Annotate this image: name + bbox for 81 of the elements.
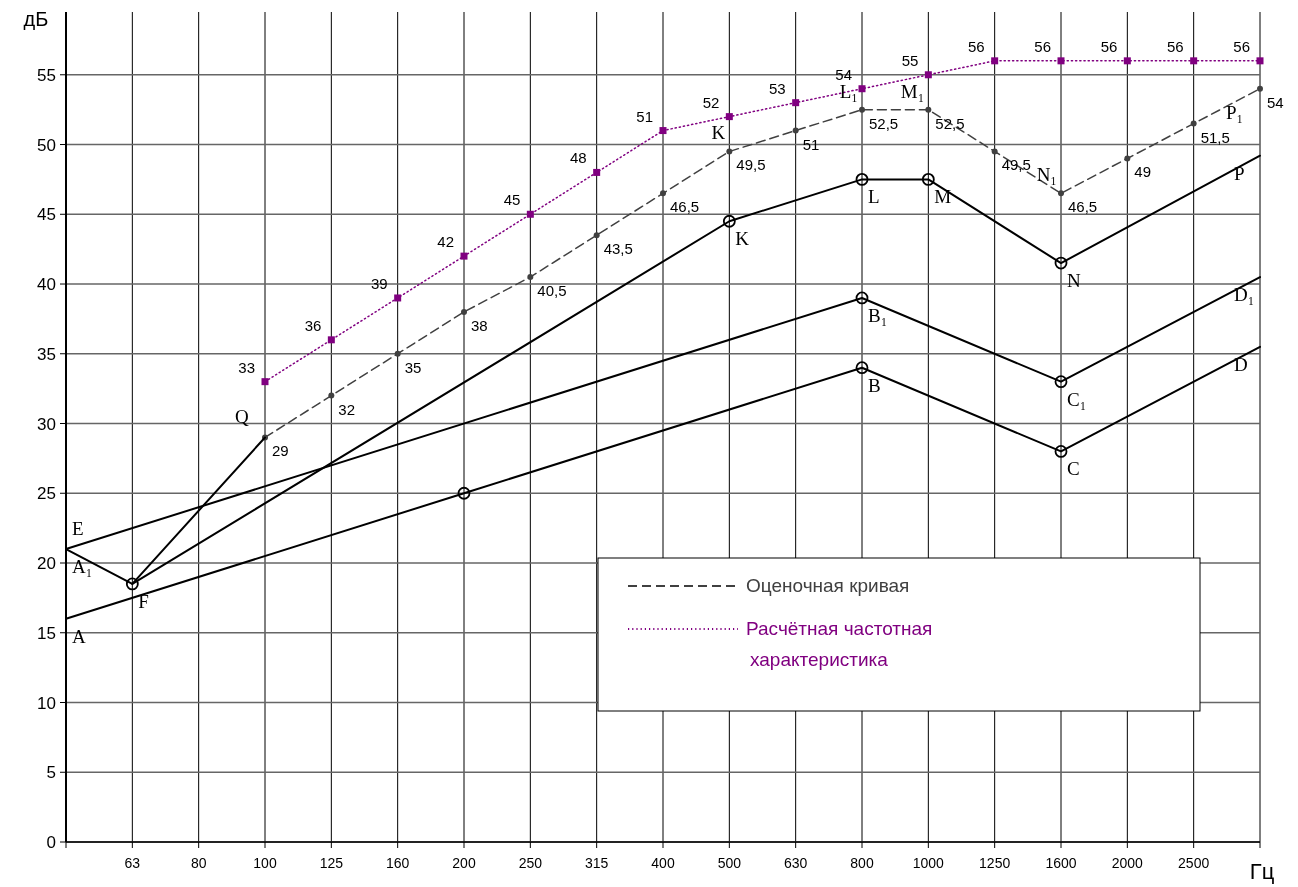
data-label: L [868,186,880,208]
data-label: 56 [1233,37,1250,55]
data-label: N [1067,270,1081,292]
annotation: K [711,122,726,144]
annotation: M₁ [900,80,925,102]
y-tick-label: 35 [37,344,56,364]
data-label: 52,5 [935,114,965,132]
data-label: 49 [1134,163,1152,181]
data-label: E [72,518,84,540]
y-axis-title: дБ [23,8,49,30]
data-label: 43,5 [603,240,633,258]
x-tick-label: 100 [253,855,277,871]
data-label: 49,5 [1001,156,1031,174]
annotation: P₁ [1226,101,1244,123]
x-tick-label: 1000 [912,855,945,871]
x-tick-label: 80 [190,855,207,871]
data-label: M [934,186,952,208]
data-label: 56 [967,37,985,55]
y-tick-label: 50 [37,135,56,155]
data-label: 33 [238,358,255,376]
data-label: 46,5 [1068,198,1098,216]
data-label: D [1234,353,1248,375]
x-tick-label: 1600 [1045,855,1077,871]
data-label: K [735,228,750,250]
data-label: 54 [1267,93,1284,111]
x-axis-title: Гц [1249,859,1275,884]
data-label: D₁ [1234,284,1255,306]
data-label: C₁ [1067,388,1087,410]
text: Оценочная кривая [746,575,910,596]
y-tick-label: 25 [37,484,56,504]
y-tick-label: 40 [37,275,56,295]
y-tick-label: 20 [37,554,56,574]
y-tick-label: 0 [46,833,56,852]
data-label: 39 [370,274,388,292]
x-tick-label: 250 [518,855,543,871]
x-tick-label: 2000 [1111,855,1144,871]
data-label: 42 [437,233,454,251]
annotation: L₁ [839,80,858,102]
data-label: 49,5 [736,156,766,174]
y-tick-label: 15 [37,623,56,643]
data-label: 55 [901,51,919,69]
data-label: 51,5 [1200,128,1230,146]
data-label: 56 [1034,37,1051,55]
data-label: 53 [768,79,786,97]
y-tick-label: 30 [37,414,56,434]
x-tick-label: 125 [319,855,344,871]
data-label: 38 [471,316,488,334]
data-label: 29 [272,442,289,460]
annotation: N₁ [1036,164,1057,186]
y-tick-label: 55 [37,65,56,85]
data-label: 52 [702,93,720,111]
x-tick-label: 400 [651,855,675,871]
x-tick-label: 63 [124,855,141,871]
x-tick-label: 2500 [1178,855,1210,871]
y-tick-label: 10 [37,693,56,713]
x-tick-label: 500 [717,855,742,871]
data-label: 40,5 [537,282,567,300]
data-label: 51 [636,107,653,125]
x-tick-label: 315 [584,855,609,871]
data-label: B [868,374,881,396]
y-tick-label: 45 [37,205,56,225]
data-label: Q [235,406,249,428]
y-tick-label: 5 [46,763,56,783]
data-label: C [1067,458,1080,480]
data-label: B₁ [868,304,888,326]
x-tick-label: 1250 [979,855,1011,871]
x-tick-label: 630 [783,855,808,871]
data-label: A₁ [72,556,93,578]
x-tick-label: 160 [385,855,410,871]
text: Расчётная частотная характеристика [746,618,933,670]
data-label: 35 [404,358,422,376]
data-label: 32 [338,400,356,418]
data-label: 52,5 [869,114,899,132]
x-tick-label: 800 [850,855,874,871]
x-tick-label: 200 [452,855,476,871]
data-label: 56 [1166,37,1184,55]
data-label: 36 [304,316,322,334]
data-label: 46,5 [670,198,700,216]
data-label: 56 [1100,37,1118,55]
data-label: 48 [569,149,587,167]
data-label: 45 [503,191,521,209]
